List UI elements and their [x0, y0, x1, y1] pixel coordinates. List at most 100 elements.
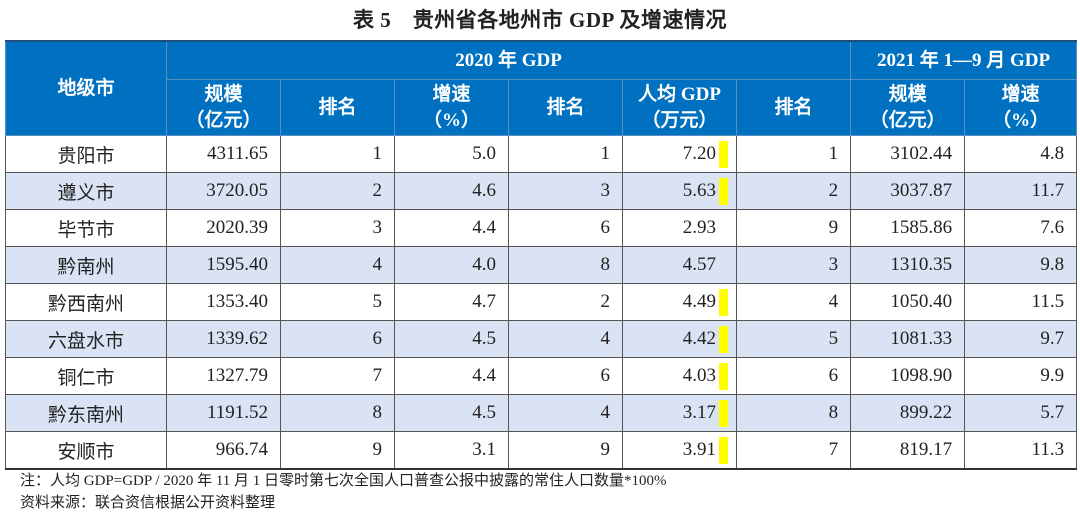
- cell-city: 六盘水市: [5, 320, 167, 358]
- cell-gdp2021: 1050.40: [850, 283, 966, 321]
- header-growth-2020: 增速 （%）: [394, 79, 509, 136]
- highlight-mark: [719, 326, 728, 353]
- cell-growth2020: 4.5: [394, 394, 509, 432]
- cell-gdp2021: 819.17: [850, 431, 966, 470]
- cell-rank-gdp: 3: [280, 209, 395, 247]
- source-note: 资料来源：联合资信根据公开资料整理: [20, 495, 276, 511]
- cell-gdp2021: 1585.86: [850, 209, 966, 247]
- cell-growth2021: 9.9: [964, 357, 1078, 395]
- header-scale-2020: 规模 （亿元）: [166, 79, 281, 136]
- footnote: 注：人均 GDP=GDP / 2020 年 11 月 1 日零时第七次全国人口普…: [20, 473, 667, 489]
- cell-per-capita: 3.91: [622, 431, 737, 470]
- cell-growth2021: 11.7: [964, 172, 1078, 210]
- cell-rank-pc: 6: [735, 357, 852, 395]
- cell-gdp2020: 2020.39: [166, 209, 281, 247]
- cell-gdp2021: 3037.87: [850, 172, 966, 210]
- cell-growth2020: 4.4: [394, 209, 509, 247]
- cell-rank-gdp: 9: [280, 431, 395, 470]
- cell-rank-gdp: 1: [280, 135, 395, 173]
- cell-gdp2020: 1191.52: [166, 394, 281, 432]
- cell-gdp2020: 1353.40: [166, 283, 281, 321]
- cell-growth2020: 4.4: [394, 357, 509, 395]
- cell-city: 安顺市: [5, 431, 167, 470]
- cell-rank-gdp: 5: [280, 283, 395, 321]
- table-row: 安顺市 966.74 9 3.1 9 3.91 7 819.17 11.3: [5, 431, 1078, 470]
- table-row: 黔西南州 1353.40 5 4.7 2 4.49 4 1050.40 11.5: [5, 283, 1078, 321]
- cell-city: 毕节市: [5, 209, 167, 247]
- cell-growth2020: 4.5: [394, 320, 509, 358]
- table-title: 表 5 贵州省各地州市 GDP 及增速情况: [353, 8, 727, 32]
- header-city: 地级市: [5, 40, 167, 136]
- cell-per-capita: 5.63: [622, 172, 737, 210]
- cell-per-capita: 4.03: [622, 357, 737, 395]
- highlight-mark: [719, 141, 728, 168]
- cell-rank-growth: 9: [508, 431, 623, 470]
- header-group-2020: 2020 年 GDP: [165, 40, 852, 80]
- cell-gdp2020: 966.74: [166, 431, 281, 470]
- cell-rank-growth: 6: [508, 357, 623, 395]
- cell-gdp2020: 4311.65: [166, 135, 281, 173]
- cell-rank-gdp: 8: [280, 394, 395, 432]
- cell-per-capita: 3.17: [622, 394, 737, 432]
- table-row: 贵阳市 4311.65 1 5.0 1 7.20 1 3102.44 4.8: [5, 135, 1078, 173]
- cell-growth2020: 4.6: [394, 172, 509, 210]
- cell-growth2021: 5.7: [964, 394, 1078, 432]
- cell-per-capita: 4.42: [622, 320, 737, 358]
- per-capita-value: 5.63: [682, 180, 716, 201]
- cell-per-capita: 4.57: [622, 246, 737, 284]
- table-row: 黔南州 1595.40 4 4.0 8 4.57 3 1310.35 9.8: [5, 246, 1078, 284]
- cell-city: 遵义市: [5, 172, 167, 210]
- highlight-mark: [719, 437, 728, 464]
- cell-growth2020: 4.0: [394, 246, 509, 284]
- cell-gdp2020: 1327.79: [166, 357, 281, 395]
- cell-gdp2021: 1098.90: [850, 357, 966, 395]
- cell-rank-growth: 4: [508, 320, 623, 358]
- cell-rank-growth: 2: [508, 283, 623, 321]
- highlight-mark: [719, 178, 728, 205]
- cell-rank-pc: 9: [735, 209, 852, 247]
- cell-rank-growth: 4: [508, 394, 623, 432]
- cell-rank-pc: 5: [735, 320, 852, 358]
- cell-rank-pc: 8: [735, 394, 852, 432]
- cell-rank-pc: 2: [735, 172, 852, 210]
- cell-rank-growth: 3: [508, 172, 623, 210]
- cell-growth2021: 9.8: [964, 246, 1078, 284]
- header-rank-per-capita: 排名: [735, 79, 852, 136]
- table-row: 六盘水市 1339.62 6 4.5 4 4.42 5 1081.33 9.7: [5, 320, 1078, 358]
- per-capita-value: 4.57: [682, 254, 716, 275]
- highlight-mark: [719, 363, 728, 390]
- cell-rank-growth: 1: [508, 135, 623, 173]
- cell-city: 黔南州: [5, 246, 167, 284]
- gdp-table: 地级市 2020 年 GDP 2021 年 1—9 月 GDP 规模 （亿元）排…: [5, 40, 1078, 470]
- cell-per-capita: 7.20: [622, 135, 737, 173]
- header-rank-growth: 排名: [508, 79, 623, 136]
- cell-growth2021: 7.6: [964, 209, 1078, 247]
- cell-gdp2021: 3102.44: [850, 135, 966, 173]
- cell-gdp2020: 1595.40: [166, 246, 281, 284]
- cell-growth2021: 11.5: [964, 283, 1078, 321]
- per-capita-value: 4.03: [682, 365, 716, 386]
- cell-rank-gdp: 7: [280, 357, 395, 395]
- cell-city: 黔东南州: [5, 394, 167, 432]
- cell-gdp2020: 3720.05: [166, 172, 281, 210]
- cell-rank-pc: 7: [735, 431, 852, 470]
- header-group-2021: 2021 年 1—9 月 GDP: [850, 40, 1078, 80]
- cell-growth2020: 3.1: [394, 431, 509, 470]
- per-capita-value: 2.93: [682, 217, 716, 238]
- cell-gdp2021: 899.22: [850, 394, 966, 432]
- cell-growth2021: 9.7: [964, 320, 1078, 358]
- cell-gdp2020: 1339.62: [166, 320, 281, 358]
- per-capita-value: 3.17: [682, 402, 716, 423]
- per-capita-value: 4.49: [682, 291, 716, 312]
- cell-per-capita: 4.49: [622, 283, 737, 321]
- cell-rank-gdp: 6: [280, 320, 395, 358]
- per-capita-value: 7.20: [682, 143, 716, 164]
- cell-growth2021: 4.8: [964, 135, 1078, 173]
- header-scale-2021: 规模 （亿元）: [850, 79, 966, 136]
- per-capita-value: 4.42: [682, 328, 716, 349]
- cell-rank-pc: 4: [735, 283, 852, 321]
- cell-rank-gdp: 2: [280, 172, 395, 210]
- header-per-capita: 人均 GDP （万元）: [622, 79, 737, 136]
- cell-rank-pc: 3: [735, 246, 852, 284]
- cell-gdp2021: 1310.35: [850, 246, 966, 284]
